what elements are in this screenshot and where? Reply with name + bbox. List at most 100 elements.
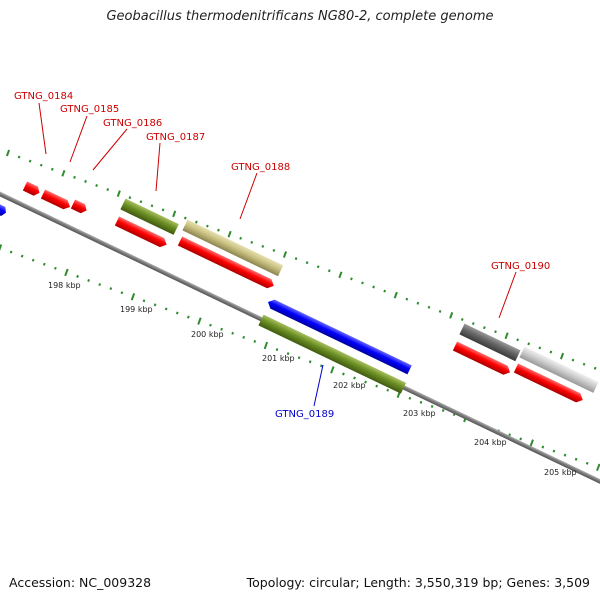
- leader-gtng-0188: [239, 172, 258, 220]
- outer-track-minor-tick: [438, 309, 442, 313]
- outer-track-minor-tick: [327, 269, 331, 273]
- inner-track-minor-tick: [574, 457, 578, 461]
- inner-track-minor-tick: [76, 274, 79, 278]
- outer-track-major-tick: [393, 291, 398, 299]
- inner-track-minor-tick: [175, 311, 179, 315]
- outer-track-major-tick: [116, 190, 121, 197]
- inner-track-minor-tick: [186, 315, 190, 319]
- feature-gtng-0189-inner: [258, 314, 407, 394]
- outer-tick-track: [5, 149, 597, 370]
- outer-track-minor-tick: [217, 228, 220, 232]
- inner-track-minor-tick: [419, 400, 423, 404]
- outer-track-minor-tick: [416, 301, 420, 305]
- outer-track-minor-tick: [206, 224, 209, 228]
- leader-gtng-0186: [92, 128, 128, 171]
- feature-light-gray: [519, 346, 599, 393]
- inner-track-minor-tick: [308, 360, 312, 364]
- outer-track-major-tick: [449, 312, 454, 319]
- outer-track-major-tick: [227, 230, 232, 238]
- outer-track-minor-tick: [427, 305, 431, 309]
- inner-track-major-tick: [64, 268, 69, 277]
- inner-track-minor-tick: [375, 384, 379, 388]
- inner-track-minor-tick: [541, 445, 545, 449]
- feature-gtng-0188: [177, 236, 274, 289]
- inner-track-minor-tick: [153, 303, 157, 307]
- inner-track-minor-tick: [519, 437, 523, 441]
- inner-track-major-tick: [0, 244, 3, 252]
- feature-gtng-0187: [114, 216, 167, 248]
- feature-gtng-0185: [40, 189, 71, 210]
- outer-track-major-tick: [504, 332, 509, 340]
- outer-track-minor-tick: [17, 155, 21, 159]
- inner-tick-track: [0, 244, 600, 472]
- inner-track-minor-tick: [120, 291, 124, 295]
- outer-track-minor-tick: [261, 244, 265, 248]
- feature-red-next: [513, 363, 583, 403]
- outer-track-major-tick: [282, 251, 288, 258]
- inner-track-minor-tick: [220, 327, 223, 331]
- outer-track-minor-tick: [50, 167, 54, 171]
- outer-track-minor-tick: [383, 289, 387, 293]
- outer-track-minor-tick: [272, 248, 276, 252]
- genome-summary-text: Topology: circular; Length: 3,550,319 bp…: [246, 575, 590, 590]
- leader-gtng-0187: [155, 142, 161, 192]
- scale-label-202kbp: 202 kbp: [333, 381, 366, 390]
- inner-track-minor-tick: [430, 404, 434, 408]
- scale-label-204kbp: 204 kbp: [474, 438, 507, 447]
- outer-track-major-tick: [559, 352, 565, 360]
- outer-track-minor-tick: [39, 163, 43, 167]
- outer-track-minor-tick: [73, 175, 76, 179]
- inner-track-minor-tick: [364, 380, 367, 384]
- inner-track-minor-tick: [386, 388, 390, 392]
- scale-labels: 198 kbp 199 kbp 200 kbp 201 kbp 202 kbp …: [48, 281, 577, 477]
- outer-track-minor-tick: [106, 188, 110, 192]
- inner-track-major-tick: [529, 439, 534, 447]
- outer-track-minor-tick: [538, 346, 542, 350]
- inner-track-minor-tick: [408, 396, 412, 400]
- outer-track-minor-tick: [250, 240, 254, 244]
- inner-track-minor-tick: [253, 339, 257, 343]
- outer-track-minor-tick: [405, 297, 409, 301]
- outer-track-minor-tick: [139, 200, 143, 204]
- outer-track-major-tick: [61, 169, 66, 177]
- outer-track-minor-tick: [361, 281, 364, 285]
- inner-track-major-tick: [330, 366, 335, 374]
- outer-track-minor-tick: [239, 236, 243, 240]
- inner-track-minor-tick: [563, 453, 567, 457]
- gene-label-gtng-0185: GTNG_0185: [60, 104, 119, 115]
- outer-track-minor-tick: [516, 338, 520, 342]
- inner-track-minor-tick: [142, 299, 146, 303]
- inner-track-minor-tick: [231, 331, 235, 335]
- inner-track-minor-tick: [286, 352, 290, 356]
- leader-gtng-0184: [38, 102, 47, 155]
- feature-gtng-0186: [70, 199, 87, 214]
- inner-track-minor-tick: [109, 287, 113, 291]
- feature-gtng-0184: [22, 181, 40, 196]
- inner-track-major-tick: [197, 317, 202, 325]
- outer-track-minor-tick: [527, 342, 531, 346]
- feature-blue-edge: [0, 203, 6, 216]
- outer-track-minor-tick: [471, 322, 475, 326]
- gene-label-gtng-0184: GTNG_0184: [14, 91, 73, 102]
- gene-labels: GTNG_0184 GTNG_0185 GTNG_0186 GTNG_0187 …: [14, 91, 550, 420]
- outer-track-minor-tick: [549, 350, 553, 354]
- outer-track-minor-tick: [161, 208, 165, 212]
- inner-track-minor-tick: [342, 372, 345, 376]
- outer-track-minor-tick: [350, 277, 353, 281]
- outer-track-minor-tick: [494, 330, 497, 334]
- inner-track-major-tick: [130, 293, 136, 301]
- outer-track-minor-tick: [372, 285, 375, 289]
- gene-label-gtng-0188: GTNG_0188: [231, 162, 290, 173]
- inner-track-minor-tick: [353, 376, 356, 380]
- outer-track-major-tick: [338, 271, 343, 279]
- inner-track-minor-tick: [585, 461, 589, 465]
- inner-track-minor-tick: [54, 266, 57, 270]
- feature-gtng-0188-outer: [182, 219, 284, 277]
- inner-track-major-tick: [596, 463, 600, 472]
- inner-track-minor-tick: [9, 250, 13, 254]
- feature-gtng-0189: [268, 299, 412, 375]
- feature-gtng-0190: [452, 341, 511, 375]
- gene-label-gtng-0190: GTNG_0190: [491, 261, 550, 272]
- outer-track-minor-tick: [84, 179, 87, 183]
